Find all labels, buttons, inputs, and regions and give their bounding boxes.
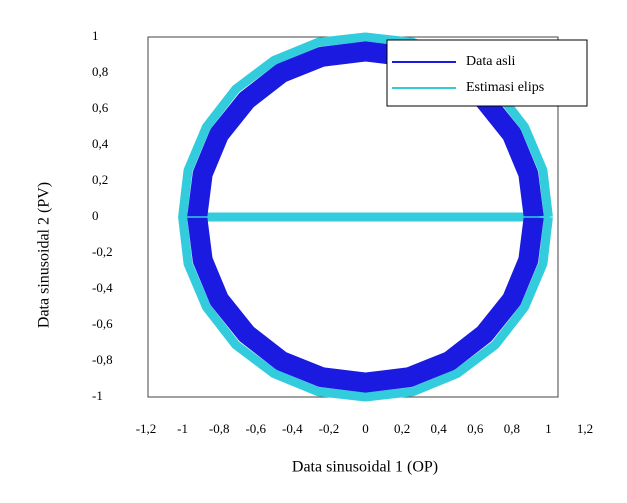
legend-box [386, 39, 588, 107]
x-axis-title: Data sinusoidal 1 (OP) [292, 459, 438, 476]
legend-label: Data asli [466, 54, 515, 69]
x-tick-label: 1,2 [577, 421, 593, 436]
y-tick-label: -0,4 [92, 280, 113, 295]
x-tick-label: 0,2 [394, 421, 410, 436]
y-axis-title: Data sinusoidal 2 (PV) [36, 182, 53, 328]
x-tick-label: -1 [177, 421, 188, 436]
x-tick-label: 0,4 [431, 421, 448, 436]
x-tick-label: 1 [545, 421, 552, 436]
x-tick-label: -1,2 [136, 421, 157, 436]
y-tick-label: -0,2 [92, 244, 113, 259]
y-tick-label: 0,8 [92, 64, 108, 79]
legend-label: Estimasi elips [466, 80, 544, 95]
x-tick-label: -0,4 [282, 421, 303, 436]
y-tick-label: 1 [92, 28, 99, 43]
y-tick-label: 0,6 [92, 100, 109, 115]
y-tick-label: -0,8 [92, 352, 113, 367]
x-tick-label: -0,8 [209, 421, 230, 436]
x-tick-label: 0 [362, 421, 369, 436]
x-tick-label: -0,6 [245, 421, 266, 436]
x-tick-label: -0,2 [319, 421, 340, 436]
y-tick-label: -1 [92, 388, 103, 403]
x-tick-label: 0,8 [504, 421, 520, 436]
y-tick-label: 0 [92, 208, 99, 223]
y-tick-label: -0,6 [92, 316, 113, 331]
legend: Data asli Estimasi elips [386, 39, 588, 107]
y-tick-label: 0,4 [92, 136, 109, 151]
x-tick-label: 0,6 [467, 421, 484, 436]
y-tick-label: 0,2 [92, 172, 108, 187]
